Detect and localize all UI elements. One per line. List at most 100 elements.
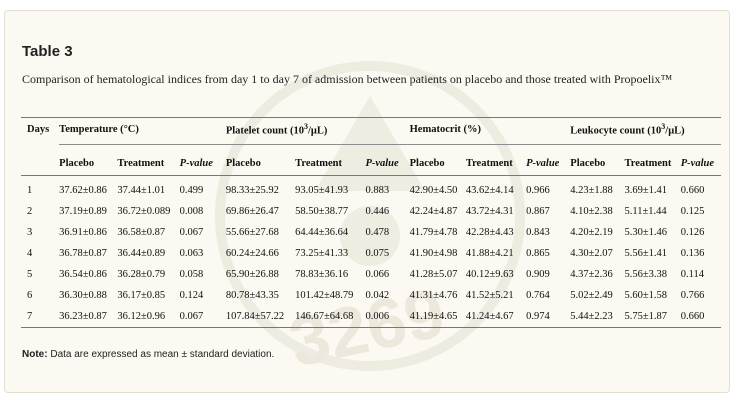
value-cell: 43.62±4.14 [465, 185, 514, 196]
value-cell: 0.058 [179, 269, 204, 280]
value-cell: 5.30±1.46 [624, 227, 668, 238]
temp-pvalue-header: P-value [179, 144, 226, 176]
value-cell: 0.136 [680, 248, 705, 259]
value-cell: 55.66±27.68 [225, 227, 279, 238]
value-cell: 78.83±36.16 [295, 269, 349, 280]
value-cell: 0.063 [179, 248, 204, 259]
day-cell: 4 [27, 248, 33, 259]
day-cell: 6 [27, 290, 33, 301]
value-cell: 41.79±4.78 [409, 227, 458, 238]
value-cell: 0.883 [365, 185, 390, 196]
value-cell: 0.067 [179, 227, 204, 238]
value-cell: 0.114 [680, 269, 704, 280]
plt-treatment-header: Treatment [295, 144, 366, 176]
value-cell: 80.78±43.35 [225, 290, 279, 301]
value-cell: 73.25±41.33 [295, 248, 349, 259]
value-cell: 0.006 [365, 306, 410, 328]
value-cell: 36.58±0.87 [117, 227, 166, 238]
value-cell: 4.10±2.38 [570, 206, 613, 217]
value-cell: 4.20±2.19 [570, 227, 613, 238]
day-cell: 3 [27, 227, 33, 238]
table-row: 2 37.19±0.89 36.72±0.089 0.008 69.86±26.47 58… [21, 201, 721, 222]
table-row: 5 36.54±0.86 36.28±0.79 0.058 65.90±26.88 78.… [21, 264, 721, 285]
days-header: Days [27, 123, 50, 135]
group-header-row: Days Temperature (°C) Platelet count (10… [21, 117, 721, 145]
table-title: Table 3 [22, 43, 73, 60]
table-row: 3 36.91±0.86 36.58±0.87 0.067 55.66±27.68 64.… [21, 222, 721, 243]
value-cell: 5.11±1.44 [624, 206, 667, 217]
value-cell: 0.909 [526, 269, 550, 280]
hct-pvalue-header: P-value [526, 144, 571, 176]
day-cell: 5 [27, 269, 33, 280]
value-cell: 0.865 [526, 248, 550, 259]
value-cell: 146.67±64.68 [295, 306, 366, 328]
value-cell: 107.84±57.22 [225, 306, 296, 328]
days-subheader-blank [21, 144, 60, 176]
value-cell: 36.54±0.86 [59, 269, 107, 280]
value-cell: 0.660 [680, 306, 721, 328]
hct-placebo-header: Placebo [409, 144, 466, 176]
value-cell: 93.05±41.93 [295, 185, 349, 196]
hematology-table: Days Temperature (°C) Platelet count (10… [21, 117, 721, 328]
value-cell: 0.660 [680, 185, 705, 196]
value-cell: 58.50±38.77 [295, 206, 349, 217]
value-cell: 0.446 [365, 206, 390, 217]
temp-treatment-header: Treatment [117, 144, 180, 176]
value-cell: 41.28±5.07 [409, 269, 458, 280]
wbc-placebo-header: Placebo [570, 144, 625, 176]
value-cell: 4.23±1.88 [570, 185, 613, 196]
value-cell: 0.966 [526, 185, 550, 196]
value-cell: 98.33±25.92 [225, 185, 279, 196]
value-cell: 0.008 [179, 206, 204, 217]
value-cell: 5.56±3.38 [624, 269, 668, 280]
value-cell: 3.69±1.41 [624, 185, 668, 196]
value-cell: 0.974 [526, 306, 571, 328]
table-row: 1 37.62±0.86 37.44±1.01 0.499 98.33±25.92 93.… [21, 176, 721, 202]
day-cell: 1 [27, 185, 33, 196]
value-cell: 41.90±4.98 [409, 248, 458, 259]
value-cell: 0.125 [680, 206, 705, 217]
plt-placebo-header: Placebo [225, 144, 296, 176]
value-cell: 101.42±48.79 [295, 290, 354, 301]
plt-pvalue-header: P-value [365, 144, 410, 176]
wbc-pvalue-header: P-value [680, 144, 721, 176]
sub-header-row: Placebo Treatment P-value Placebo Treatm… [21, 144, 721, 176]
wbc-treatment-header: Treatment [624, 144, 681, 176]
value-cell: 4.30±2.07 [570, 248, 613, 259]
value-cell: 0.766 [680, 290, 705, 301]
platelet-header: Platelet count (103/μL) [225, 117, 410, 145]
value-cell: 5.02±2.49 [570, 290, 613, 301]
table-caption: Comparison of hematological indices from… [22, 72, 673, 86]
value-cell: 41.52±5.21 [465, 290, 514, 301]
value-cell: 5.56±1.41 [624, 248, 668, 259]
value-cell: 41.31±4.76 [409, 290, 458, 301]
value-cell: 4.37±2.36 [570, 269, 613, 280]
value-cell: 5.75±1.87 [624, 306, 681, 328]
value-cell: 36.17±0.85 [117, 290, 166, 301]
value-cell: 42.28±4.43 [465, 227, 514, 238]
value-cell: 37.44±1.01 [117, 185, 166, 196]
value-cell: 0.843 [526, 227, 550, 238]
value-cell: 36.44±0.89 [117, 248, 166, 259]
value-cell: 36.78±0.87 [59, 248, 107, 259]
value-cell: 42.24±4.87 [409, 206, 458, 217]
value-cell: 36.72±0.089 [117, 206, 171, 217]
value-cell: 0.067 [179, 306, 226, 328]
value-cell: 37.62±0.86 [59, 185, 107, 196]
day-cell: 7 [21, 306, 60, 328]
table-panel: 3269 Table 3 Comparison of hematological… [4, 10, 730, 393]
table-row: 4 36.78±0.87 36.44±0.89 0.063 60.24±24.66 73.… [21, 243, 721, 264]
value-cell: 5.44±2.23 [570, 306, 625, 328]
value-cell: 0.764 [526, 290, 550, 301]
value-cell: 0.066 [365, 269, 390, 280]
value-cell: 43.72±4.31 [465, 206, 514, 217]
value-cell: 64.44±36.64 [295, 227, 349, 238]
temperature-header: Temperature (°C) [59, 117, 226, 145]
temp-placebo-header: Placebo [59, 144, 118, 176]
value-cell: 0.126 [680, 227, 705, 238]
value-cell: 36.30±0.88 [59, 290, 107, 301]
value-cell: 5.60±1.58 [624, 290, 668, 301]
table-row: 7 36.23±0.87 36.12±0.96 0.067 107.84±57.22 14… [21, 306, 721, 328]
value-cell: 40.12±9.63 [465, 269, 514, 280]
value-cell: 0.499 [179, 185, 204, 196]
